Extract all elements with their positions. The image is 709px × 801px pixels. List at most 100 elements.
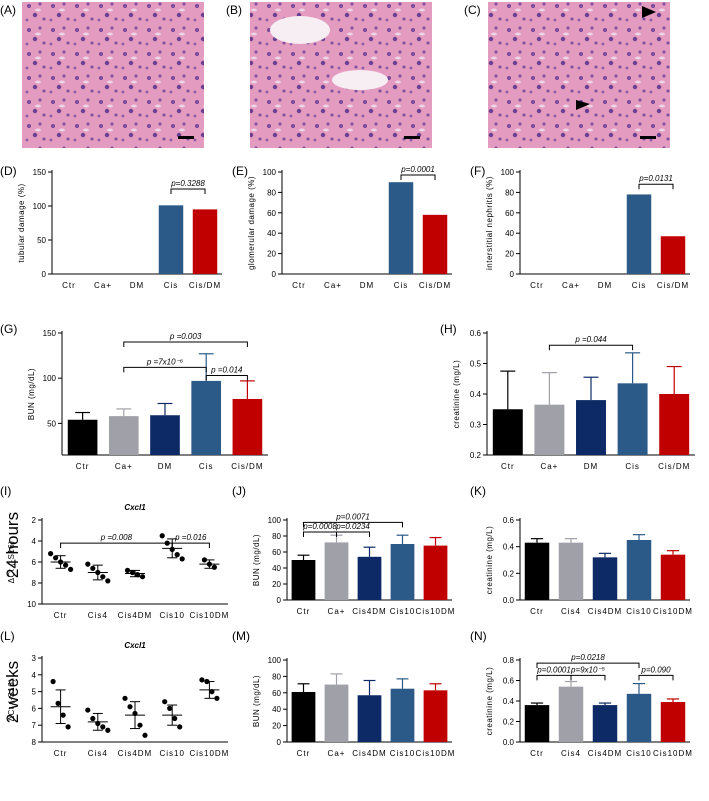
- data-point: [65, 724, 71, 730]
- panel-label: (I): [0, 484, 11, 498]
- y-tick-label: 20: [505, 250, 514, 259]
- bar: [324, 684, 349, 742]
- y-axis-label: creatinine (mg/L): [452, 360, 461, 429]
- y-tick-label: 100: [33, 202, 47, 211]
- p-value: p =0.014: [210, 365, 243, 374]
- bar: [524, 705, 550, 742]
- y-tick-label: 0: [510, 270, 515, 279]
- p-value: p=9x10⁻⁵: [570, 665, 606, 674]
- x-tick-label: Cis: [164, 281, 179, 290]
- panel-label: (D): [0, 164, 17, 178]
- y-tick-label: 0: [42, 270, 47, 279]
- data-point: [63, 562, 69, 568]
- y-tick-label: 40: [505, 229, 514, 238]
- panel-label: (G): [0, 322, 17, 336]
- x-tick-label: Cis/DM: [657, 281, 689, 290]
- x-tick-label: Cis4DM: [352, 749, 386, 758]
- significance-bracket: [170, 188, 206, 194]
- p-value: p=0.0008: [302, 522, 337, 531]
- bar: [558, 686, 584, 742]
- data-point: [177, 724, 183, 730]
- data-point: [162, 699, 168, 705]
- data-point: [50, 678, 56, 685]
- x-tick-label: DM: [158, 462, 172, 471]
- histology-image: [22, 2, 204, 148]
- data-point: [53, 555, 59, 561]
- data-point: [139, 574, 146, 580]
- x-tick-label: Ctr: [297, 607, 311, 616]
- x-tick-label: Ca+: [328, 749, 346, 758]
- y-tick-label: 0.6: [503, 677, 515, 686]
- x-tick-label: Ctr: [62, 281, 76, 290]
- x-tick-label: Ctr: [501, 462, 515, 471]
- bar: [592, 557, 618, 600]
- x-tick-label: Cis10DM: [653, 607, 693, 616]
- x-tick-label: DM: [584, 462, 598, 471]
- data-point: [48, 551, 54, 557]
- x-tick-label: Ctr: [292, 281, 306, 290]
- bar: [660, 554, 686, 600]
- bar: [158, 205, 184, 274]
- p-value: p =0.016: [174, 533, 207, 542]
- x-tick-label: Cis10: [390, 607, 415, 616]
- data-point: [211, 564, 217, 570]
- data-point: [105, 578, 111, 584]
- bar: [492, 409, 523, 455]
- p-value: p=0.0001: [536, 665, 571, 674]
- bar: [291, 691, 316, 742]
- y-tick-label: 0.6: [470, 329, 482, 338]
- p-value: p=0.0218: [570, 653, 605, 662]
- significance-bracket: [336, 531, 370, 537]
- data-point: [172, 715, 178, 722]
- y-tick-label: 150: [33, 168, 47, 177]
- data-point: [137, 722, 143, 728]
- x-tick-label: Cis: [625, 462, 640, 471]
- significance-bracket: [60, 542, 173, 549]
- x-tick-label: Cis10DM: [653, 749, 693, 758]
- histology-image: [488, 2, 670, 148]
- p-value: p=0.0131: [638, 174, 673, 183]
- significance-bracket: [303, 531, 337, 537]
- y-axis-label: creatinine (mg/L): [485, 667, 494, 736]
- p-value: p=0.3288: [170, 179, 205, 188]
- x-tick-label: Ca+: [562, 281, 580, 290]
- data-point: [124, 567, 131, 574]
- x-tick-label: Cis10: [159, 749, 184, 758]
- bar: [626, 693, 652, 742]
- x-tick-label: Cis4DM: [118, 611, 152, 620]
- bar: [390, 688, 415, 742]
- bar: [150, 415, 180, 455]
- p-value: p=0.0071: [335, 512, 370, 521]
- y-tick-label: 8: [32, 738, 37, 747]
- significance-bracket: [638, 183, 674, 190]
- data-point: [60, 712, 66, 718]
- panel-label: (E): [232, 164, 248, 178]
- significance-bracket: [171, 542, 210, 549]
- data-point: [68, 566, 74, 572]
- x-tick-label: Ca+: [115, 462, 133, 471]
- y-tick-label: 80: [272, 532, 281, 541]
- y-tick-label: 100: [501, 168, 515, 177]
- y-tick-label: 60: [272, 548, 281, 557]
- x-tick-label: Cis4DM: [118, 749, 152, 758]
- x-tick-label: Cis4DM: [588, 607, 622, 616]
- bar: [576, 400, 606, 455]
- p-value: p =0.044: [574, 335, 607, 344]
- y-tick-label: 3: [32, 654, 37, 663]
- x-tick-label: Ctr: [530, 607, 544, 616]
- significance-bracket: [536, 662, 640, 669]
- significance-bracket: [123, 366, 207, 373]
- bar: [291, 560, 316, 600]
- y-tick-label: 60: [267, 209, 276, 218]
- bar: [422, 214, 448, 274]
- y-tick-label: 0.8: [503, 656, 515, 665]
- y-axis-label: creatinine (mg/L): [485, 526, 494, 595]
- significance-bracket: [536, 674, 572, 681]
- x-tick-label: Cis4: [88, 611, 108, 620]
- y-axis-label: interstitial nephritis (%): [485, 176, 494, 270]
- y-tick-label: 0.2: [503, 718, 515, 727]
- data-point: [100, 574, 106, 580]
- panel-label: (C): [464, 3, 481, 17]
- x-tick-label: Cis: [199, 462, 214, 471]
